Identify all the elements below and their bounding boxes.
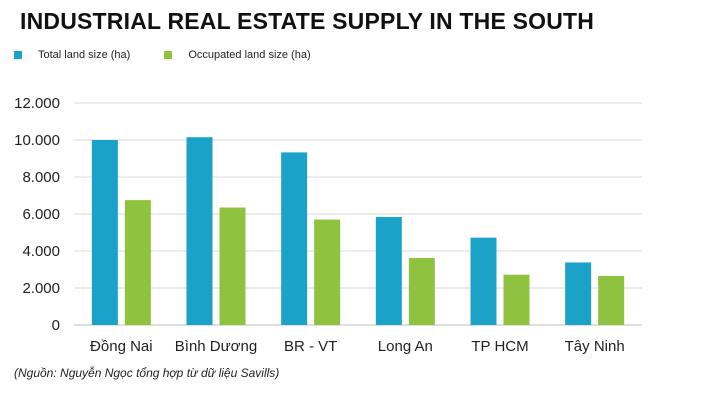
legend: Total land size (ha) Occupated land size…	[14, 49, 345, 61]
bar-occupied	[503, 274, 530, 325]
source-note: (Nguồn: Nguyễn Ngọc tổng hợp từ dữ liệu …	[14, 366, 280, 380]
legend-swatch-total	[14, 51, 22, 59]
x-tick-label: Tây Ninh	[565, 338, 625, 355]
bar-occupied	[598, 275, 625, 325]
x-tick-label: Bình Dương	[175, 338, 257, 355]
bar-total	[375, 216, 402, 325]
y-tick-label: 8.000	[22, 169, 60, 186]
y-tick-label: 10.000	[14, 132, 60, 149]
bar-total	[565, 262, 592, 325]
bar-total	[470, 237, 497, 325]
y-tick-label: 12.000	[14, 95, 60, 112]
y-tick-label: 2.000	[22, 280, 60, 297]
legend-item-occupied: Occupated land size (ha)	[164, 49, 311, 61]
bar-total	[91, 140, 118, 325]
bar-occupied	[219, 207, 246, 325]
legend-label-total: Total land size (ha)	[38, 49, 131, 61]
x-tick-label: Long An	[378, 338, 433, 355]
bar-occupied	[124, 200, 151, 325]
y-tick-label: 0	[52, 317, 60, 334]
chart-title: INDUSTRIAL REAL ESTATE SUPPLY IN THE SOU…	[20, 8, 595, 34]
bar-total	[281, 152, 308, 325]
legend-swatch-occupied	[164, 51, 173, 59]
bar-occupied	[408, 258, 435, 325]
legend-item-total: Total land size (ha)	[14, 49, 130, 61]
y-tick-label: 6.000	[22, 206, 60, 223]
x-tick-label: TP HCM	[471, 338, 528, 355]
bar-occupied	[314, 219, 341, 325]
bar-total	[186, 137, 213, 325]
x-tick-label: BR - VT	[284, 338, 337, 355]
x-tick-label: Đồng Nai	[90, 338, 153, 355]
legend-label-occupied: Occupated land size (ha)	[188, 49, 311, 61]
y-tick-label: 4.000	[22, 243, 60, 260]
